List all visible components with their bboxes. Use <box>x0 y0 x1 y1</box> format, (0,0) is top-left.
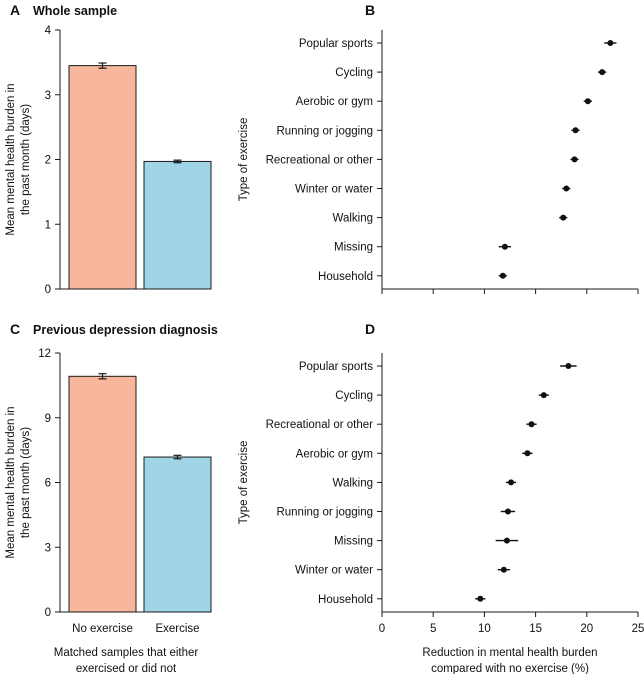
y-tick-label: Cycling <box>335 67 373 79</box>
x-tick-label: 10 <box>478 623 491 635</box>
x-tick-label: 25 <box>632 623 644 635</box>
x-tick-label: 5 <box>430 623 436 635</box>
point-running-or-jogging <box>572 127 579 134</box>
y-tick-label: Household <box>318 271 373 283</box>
y-tick-label: 1 <box>45 219 51 231</box>
y-tick-label: 0 <box>45 284 51 296</box>
bar-exercise <box>143 160 212 290</box>
point-running-or-jogging <box>504 508 511 515</box>
y-tick-label: Popular sports <box>299 361 373 373</box>
y-tick-label: 2 <box>45 155 51 167</box>
y-tick-label: Walking <box>333 477 373 489</box>
x-tick-label: No exercise <box>72 623 133 635</box>
y-tick-label: 12 <box>38 348 51 360</box>
panel-c-title: Previous depression diagnosis <box>33 323 218 337</box>
y-tick-label: 3 <box>45 90 51 102</box>
point-walking <box>560 214 567 221</box>
panel-a: A Whole sample 0 1 2 3 4 Mean mental health b… <box>5 2 212 296</box>
y-tick-label: Missing <box>334 536 373 548</box>
y-axis-label: Mean mental health burden in the past mon… <box>5 406 32 558</box>
y-tick-label: Household <box>318 594 373 606</box>
y-tick-label: 0 <box>45 607 51 619</box>
panel-d-letter: D <box>365 321 375 337</box>
y-tick-label: Running or jogging <box>276 125 373 137</box>
y-tick-label: Popular sports <box>299 38 373 50</box>
point-missing <box>503 537 510 544</box>
point-popular-sports <box>565 363 572 369</box>
y-tick-label: Recreational or other <box>266 419 374 431</box>
y-tick-label: Cycling <box>335 390 373 402</box>
panel-d: D 0 5 10 15 20 25 Popular sports Cycling Recreat… <box>238 321 644 674</box>
point-aerobic-or-gym <box>524 450 531 457</box>
panel-a-letter: A <box>10 2 20 18</box>
panel-b-letter: B <box>365 2 375 18</box>
x-tick-label: 15 <box>529 623 542 635</box>
x-tick-label: Exercise <box>155 623 199 635</box>
y-tick-label: Missing <box>334 242 373 254</box>
point-cycling <box>540 392 547 399</box>
y-tick-label: Aerobic or gym <box>296 448 373 460</box>
point-popular-sports <box>607 40 614 46</box>
panel-a-title: Whole sample <box>33 4 117 18</box>
y-axis-label: Type of exercise <box>238 118 250 202</box>
y-tick-label: Running or jogging <box>276 507 373 519</box>
bar-no-exercise <box>68 375 137 613</box>
y-tick-label: 4 <box>45 25 52 37</box>
y-tick-label: Aerobic or gym <box>296 96 373 108</box>
panel-c: C Previous depression diagnosis 0 3 6 9 12 No… <box>5 321 218 674</box>
y-axis-label: Mean mental health burden in the past mon… <box>5 83 32 235</box>
point-winter-or-water <box>500 566 507 573</box>
point-aerobic-or-gym <box>584 98 591 105</box>
y-tick-label: Winter or water <box>295 184 373 196</box>
point-missing <box>501 243 508 250</box>
point-winter-or-water <box>563 185 570 192</box>
y-tick-label: Winter or water <box>295 565 373 577</box>
x-axis-label: Matched samples that either exercised or … <box>54 647 199 674</box>
panel-c-letter: C <box>10 321 20 337</box>
y-tick-label: 9 <box>45 413 51 425</box>
x-tick-label: 20 <box>580 623 593 635</box>
bar-exercise <box>143 456 212 613</box>
point-recreational-or-other <box>571 156 578 163</box>
point-household <box>477 595 484 602</box>
point-household <box>499 272 506 279</box>
y-tick-label: Recreational or other <box>266 154 374 166</box>
y-tick-label: 6 <box>45 478 51 490</box>
y-tick-label: Walking <box>333 213 373 225</box>
point-walking <box>508 479 515 486</box>
x-axis-label: Reduction in mental health burden compare… <box>422 647 597 674</box>
point-recreational-or-other <box>528 421 535 428</box>
panel-b: B Popular sports Cycling Aerobic or gym Run… <box>238 2 639 294</box>
point-cycling <box>599 69 606 76</box>
y-axis-label: Type of exercise <box>238 441 250 525</box>
bar-no-exercise <box>68 65 137 290</box>
y-tick-label: 3 <box>45 542 51 554</box>
x-tick-label: 0 <box>379 623 385 635</box>
